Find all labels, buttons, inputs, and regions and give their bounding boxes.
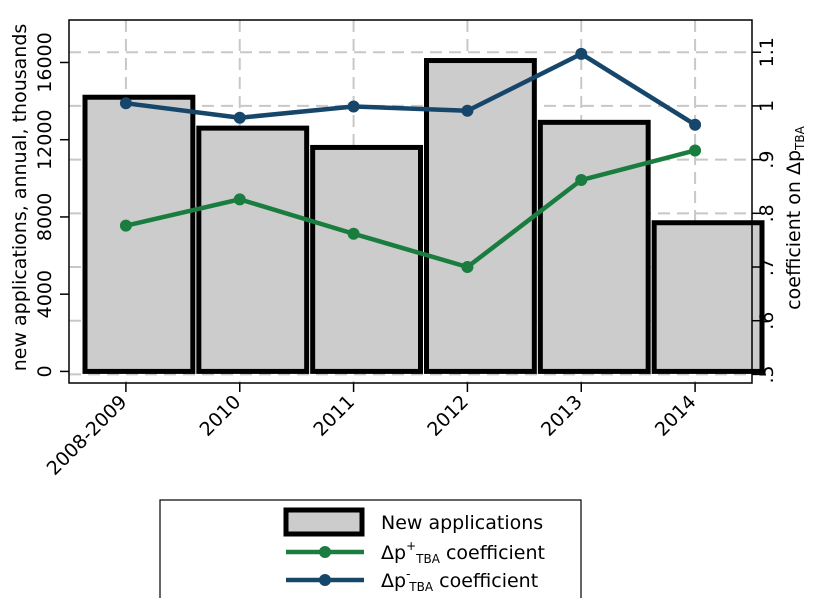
left-tick-label: 16000 xyxy=(34,32,56,92)
legend-label-sup: + xyxy=(406,539,416,553)
bar xyxy=(424,58,537,374)
legend-label-series: Δp+TBA coefficient xyxy=(381,539,545,566)
legend-label-sup: - xyxy=(406,567,410,581)
series-point-0 xyxy=(461,261,474,274)
series-point-0 xyxy=(233,193,246,206)
right-tick-label: .7 xyxy=(756,258,778,276)
series-point-1 xyxy=(575,47,588,60)
x-tick-label: 2008-2009 xyxy=(43,391,132,480)
series-point-1 xyxy=(119,97,132,110)
legend-box xyxy=(159,499,582,598)
series-point-0 xyxy=(575,174,588,187)
series-point-0 xyxy=(689,144,702,157)
legend-label-tail: coefficient xyxy=(440,542,545,564)
left-tick-label: 12000 xyxy=(34,109,56,169)
series-lines xyxy=(119,47,702,274)
legend-label-sub: TBA xyxy=(415,552,441,566)
legend-label-main: Δp xyxy=(381,542,406,564)
series-point-1 xyxy=(347,100,360,113)
right-axis-title: coefficient on ΔpTBA xyxy=(783,125,807,309)
plot-frame xyxy=(68,19,753,384)
x-tick-label: 2014 xyxy=(651,391,701,441)
legend-label-bars: New applications xyxy=(381,512,543,534)
series-point-0 xyxy=(347,227,360,240)
left-tick-label: 8000 xyxy=(34,193,56,241)
right-tick-label: .5 xyxy=(756,365,778,383)
x-tick-label: 2012 xyxy=(423,391,473,441)
series-line-1 xyxy=(125,51,697,127)
right-tick-label: .9 xyxy=(756,151,778,169)
x-tick-label: 2013 xyxy=(537,391,587,441)
bar xyxy=(310,144,423,374)
bar xyxy=(651,220,765,374)
series-point-0 xyxy=(119,219,132,232)
right-axis-title-sub: TBA xyxy=(793,125,807,151)
legend-series-marker xyxy=(319,546,331,558)
right-tick-label: .6 xyxy=(756,312,778,330)
series-point-1 xyxy=(689,118,702,131)
bars xyxy=(82,58,765,374)
left-tick-label: 0 xyxy=(34,365,56,377)
bar xyxy=(196,125,310,374)
legend-bar-swatch xyxy=(283,507,365,537)
legend-label-main: Δp xyxy=(381,570,406,592)
bar xyxy=(82,94,196,374)
x-tick-label: 2011 xyxy=(309,391,359,441)
legend-label-series: Δp-TBA coefficient xyxy=(381,567,538,594)
right-tick-label: 1 xyxy=(756,100,778,112)
bar xyxy=(537,119,651,374)
series-point-1 xyxy=(233,111,246,124)
right-axis-title-main: coefficient on Δp xyxy=(783,150,805,310)
legend-series-marker xyxy=(319,574,331,586)
legend-label-sub: TBA xyxy=(408,580,434,594)
right-tick-label: .8 xyxy=(756,204,778,222)
right-tick-label: 1.1 xyxy=(756,37,778,67)
series-line-0 xyxy=(125,148,696,270)
legend-label-tail: coefficient xyxy=(433,570,538,592)
left-tick-label: 4000 xyxy=(34,270,56,318)
left-axis-title: new applications, annual, thousands xyxy=(9,24,31,372)
series-point-1 xyxy=(461,104,474,117)
x-tick-label: 2010 xyxy=(196,391,246,441)
